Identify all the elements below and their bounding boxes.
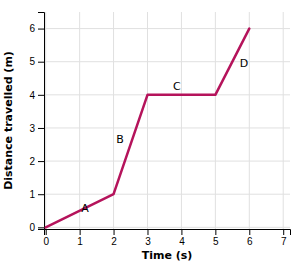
- x-tick-label: 1: [77, 236, 83, 247]
- x-tick-label: 7: [281, 236, 287, 247]
- y-tick-label: 6: [29, 23, 35, 34]
- x-tick-mark: [114, 229, 115, 235]
- y-tick: 1: [29, 189, 44, 200]
- grid-line-x: [79, 12, 80, 229]
- line: [46, 29, 250, 228]
- annotation: A: [81, 202, 89, 215]
- grid-line-x: [283, 12, 284, 229]
- y-tick: 4: [29, 90, 44, 101]
- x-tick-label: 6: [247, 236, 253, 247]
- y-tick-mark: [38, 29, 44, 30]
- y-tick-mark: [38, 194, 44, 195]
- x-tick-label: 2: [111, 236, 117, 247]
- y-tick-mark: [38, 227, 44, 228]
- y-tick-mark: [38, 95, 44, 96]
- marks: [46, 29, 250, 228]
- x-tick-mark: [147, 229, 148, 235]
- grid-line-y: [44, 28, 290, 29]
- y-axis-title: Distance travelled (m): [2, 51, 15, 190]
- annotations: A B C D: [81, 57, 248, 216]
- x-tick: 0: [43, 229, 49, 247]
- annotation: C: [173, 80, 181, 93]
- annotation: B: [116, 133, 124, 146]
- y-tick-label: 2: [29, 156, 35, 167]
- x-tick-mark: [181, 229, 182, 235]
- chart: 0 1 2 3 4 5 6 7 0 1 2 3 4 5 6 A B C D Time (s) Distance trav…: [0, 0, 304, 265]
- grid-line-y: [44, 161, 290, 162]
- grid-line-x: [181, 12, 182, 229]
- y-tick: 5: [29, 56, 44, 67]
- y-tick-label: 1: [29, 189, 35, 200]
- x-tick: 2: [111, 229, 117, 247]
- x-tick-mark: [80, 229, 81, 235]
- y-tick-label: 4: [29, 90, 35, 101]
- y-axis: 0 1 2 3 4 5 6: [29, 13, 44, 234]
- x-tick-label: 5: [213, 236, 219, 247]
- grid-line-x: [147, 12, 148, 229]
- grid-line-x: [215, 12, 216, 229]
- y-tick-label: 0: [29, 222, 35, 233]
- x-tick-label: 3: [145, 236, 151, 247]
- grid-line-y: [44, 127, 290, 128]
- y-tick-label: 3: [29, 123, 35, 134]
- y-tick: 2: [29, 156, 44, 167]
- y-axis-line: [38, 13, 45, 230]
- y-tick-mark: [38, 128, 44, 129]
- grid-line-y: [44, 227, 290, 228]
- annotation: D: [240, 57, 248, 70]
- grid-line-x: [249, 12, 250, 229]
- x-axis-line: [45, 230, 291, 236]
- grid-line-x: [113, 12, 114, 229]
- x-axis-title: Time (s): [142, 249, 193, 262]
- y-tick-mark: [38, 62, 44, 63]
- y-tick: 0: [29, 222, 44, 233]
- x-tick: 3: [145, 229, 151, 247]
- x-tick: 4: [179, 229, 185, 247]
- plot: 0 1 2 3 4 5 6 7 0 1 2 3 4 5 6 A B C D: [29, 12, 290, 247]
- y-tick: 6: [29, 23, 44, 34]
- x-axis: 0 1 2 3 4 5 6 7: [43, 229, 290, 247]
- x-tick-mark: [283, 229, 284, 235]
- x-tick-mark: [215, 229, 216, 235]
- x-tick: 5: [213, 229, 219, 247]
- y-tick-label: 5: [29, 56, 35, 67]
- grid-line-x: [45, 12, 46, 229]
- x-tick-mark: [46, 229, 47, 235]
- x-tick-label: 0: [43, 236, 49, 247]
- grid: [44, 12, 290, 229]
- x-tick: 1: [77, 229, 83, 247]
- x-tick-label: 4: [179, 236, 185, 247]
- grid-line-y: [44, 61, 290, 62]
- y-tick-mark: [38, 161, 44, 162]
- x-tick: 6: [247, 229, 253, 247]
- grid-line-y: [44, 194, 290, 195]
- y-tick: 3: [29, 123, 44, 134]
- x-tick-mark: [249, 229, 250, 235]
- x-tick: 7: [281, 229, 287, 247]
